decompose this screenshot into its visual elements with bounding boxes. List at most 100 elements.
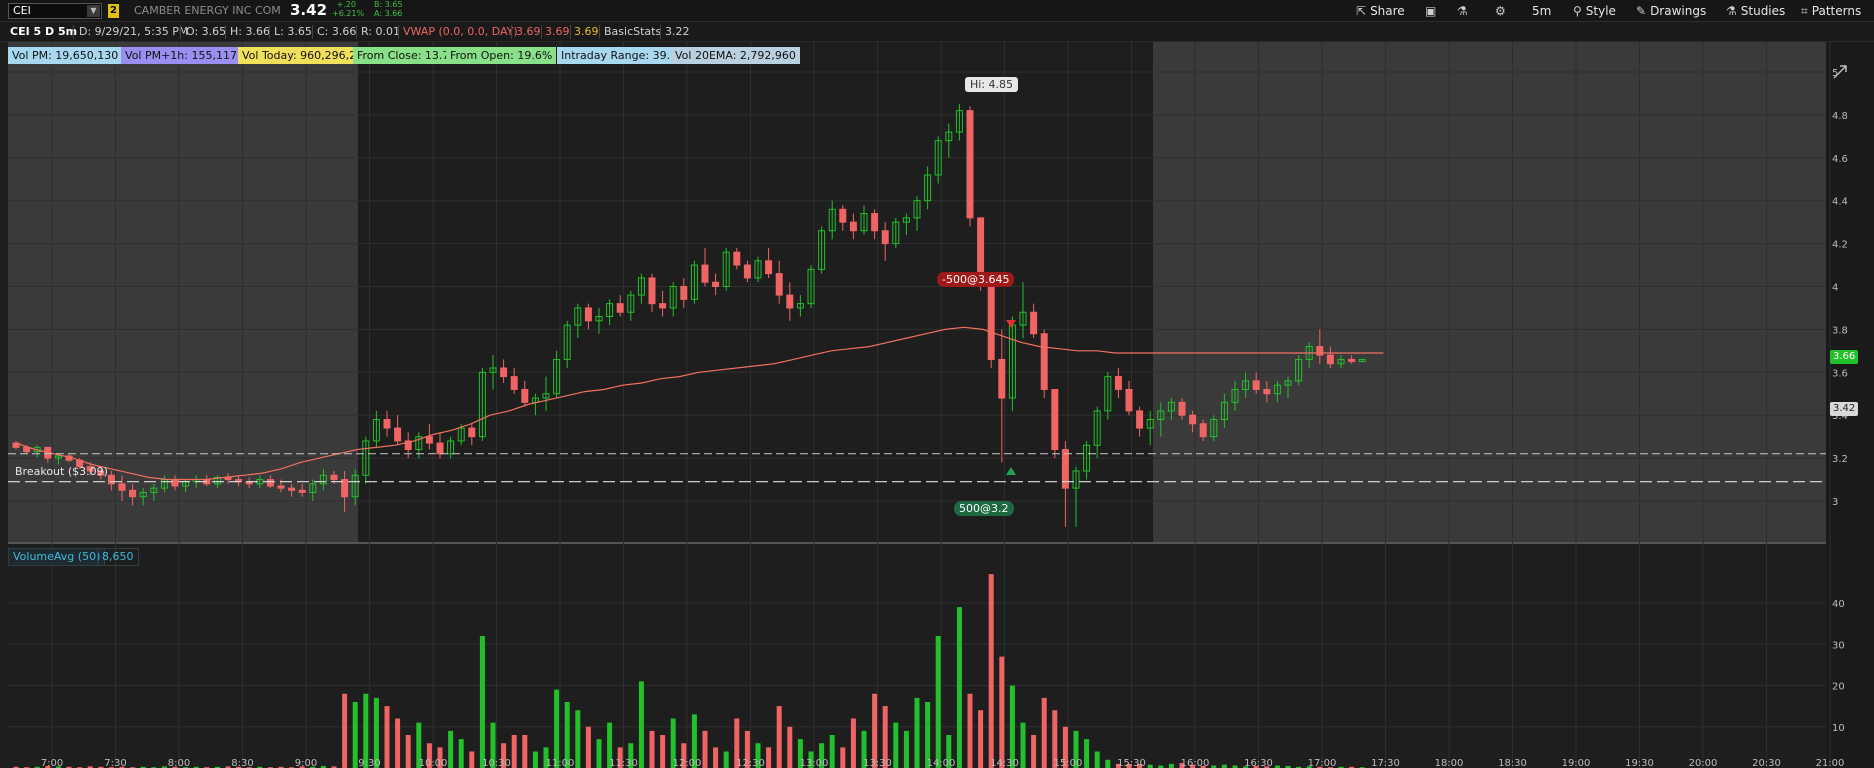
candle-body: [1242, 380, 1250, 390]
time-tick-label: 12:30: [736, 758, 765, 768]
stat-pill: From Open: 19.6%: [446, 47, 557, 64]
volume-bar: [1285, 765, 1291, 768]
candle-body: [595, 316, 603, 322]
symbol-input[interactable]: CEI ▼: [8, 3, 102, 19]
volume-bar: [988, 574, 994, 768]
candle-body: [394, 427, 402, 442]
candle-body: [288, 487, 296, 491]
volume-bar: [681, 743, 687, 768]
time-tick-label: 11:30: [609, 758, 638, 768]
candle-body: [97, 470, 105, 476]
chart-title: CEI 5 D 5m: [10, 25, 78, 38]
stat-pill: Intraday Range: 39.3%: [557, 47, 692, 64]
time-tick-label: 12:00: [673, 758, 702, 768]
candle-body: [818, 230, 826, 270]
candle-body: [839, 208, 847, 223]
volume-bar: [1306, 766, 1312, 768]
candle-body: [54, 455, 62, 459]
candle-body: [171, 479, 179, 487]
volume-bar: [702, 730, 708, 768]
volume-bar: [1243, 766, 1249, 768]
candle-body: [690, 264, 698, 300]
candle-body: [1326, 354, 1334, 365]
volume-bar: [638, 681, 644, 768]
volume-bar: [1062, 726, 1068, 768]
timeframe-button[interactable]: 5m: [1532, 4, 1552, 18]
candle-body: [807, 268, 815, 305]
candle-body: [1114, 376, 1122, 390]
bar-low: L: 3.65: [274, 25, 312, 38]
drawings-button[interactable]: ✎ Drawings: [1636, 2, 1706, 20]
volume-bar: [1115, 763, 1121, 768]
basicstats-label[interactable]: BasicStats: [604, 25, 662, 38]
vwap-study-label[interactable]: VWAP (0.0, 0.0, DAY): [403, 25, 518, 38]
gear-button[interactable]: ⚙: [1495, 2, 1510, 20]
volume-bar: [1190, 764, 1196, 768]
volume-bar: [1253, 765, 1259, 768]
studies-button[interactable]: ⚗ Studies: [1726, 2, 1785, 20]
patterns-button[interactable]: ⌗ Patterns: [1801, 2, 1861, 20]
volume-study-label[interactable]: VolumeAvg (50): [8, 548, 106, 566]
time-tick-label: 13:00: [800, 758, 829, 768]
sell-order-label: -500@3.645: [937, 272, 1015, 287]
volume-bar: [776, 706, 782, 768]
volume-bar: [172, 766, 178, 768]
candle-body: [849, 221, 857, 232]
candle-body: [12, 442, 20, 448]
volume-bar: [840, 747, 846, 768]
time-tick-label: 17:30: [1371, 758, 1400, 768]
candle-body: [563, 324, 571, 360]
candle-body: [330, 474, 338, 481]
time-tick-label: 16:30: [1244, 758, 1273, 768]
volume-bar: [978, 710, 984, 768]
candle-body: [1337, 358, 1345, 365]
volume-bar: [257, 766, 263, 768]
volume-bar: [797, 739, 803, 768]
candle-body: [139, 491, 147, 498]
link-group-badge[interactable]: 2: [108, 4, 119, 18]
candle-body: [500, 367, 508, 378]
volume-bar: [416, 722, 422, 768]
candle-body: [372, 418, 380, 442]
volume-bar: [713, 747, 719, 768]
flask-button[interactable]: ⚗: [1457, 2, 1472, 20]
volume-bar: [373, 697, 379, 768]
time-tick-label: 8:30: [231, 758, 253, 768]
expand-icon[interactable]: [1833, 65, 1847, 79]
share-button[interactable]: ⇱ Share: [1356, 2, 1405, 20]
candle-body: [510, 376, 518, 390]
price-tick-label: 5: [1832, 68, 1838, 79]
volume-bar: [426, 743, 432, 768]
candle-body: [383, 418, 391, 429]
volume-bar: [585, 726, 591, 768]
candle-body: [998, 358, 1006, 399]
volume-bar: [744, 730, 750, 768]
volume-bar: [501, 743, 507, 768]
candle-body: [722, 251, 730, 287]
volume-bar: [1264, 766, 1270, 768]
bar-date: D: 9/29/21, 5:35 PM: [79, 25, 189, 38]
chevron-down-icon[interactable]: ▼: [87, 5, 100, 17]
volume-bar: [596, 739, 602, 768]
price-chart[interactable]: 3 3.2 3.4 3.6 3.8 4 4.2 4.4 4.6 4.8 5 10 20 30 40 7:0…: [0, 42, 1874, 768]
chart-settings-button[interactable]: ▣: [1425, 2, 1440, 20]
candle-body: [362, 440, 370, 476]
candle-body: [319, 474, 327, 485]
volume-bar: [532, 751, 538, 768]
style-button[interactable]: ⚲ Style: [1573, 2, 1616, 20]
volume-bar: [278, 766, 284, 768]
candle-body: [1358, 358, 1366, 363]
volume-bar: [34, 766, 40, 768]
last-price: 3.42: [290, 1, 328, 19]
volume-bar: [903, 730, 909, 768]
candle-body: [213, 476, 221, 485]
time-tick-label: 17:00: [1308, 758, 1337, 768]
candle-body: [966, 110, 974, 219]
volume-bar: [1094, 751, 1100, 768]
candle-body: [1061, 449, 1069, 489]
candle-body: [733, 251, 741, 266]
volume-bar: [119, 766, 125, 768]
price-tick-label: 4.4: [1832, 197, 1848, 208]
candle-body: [945, 131, 953, 142]
volume-bar: [13, 766, 19, 768]
